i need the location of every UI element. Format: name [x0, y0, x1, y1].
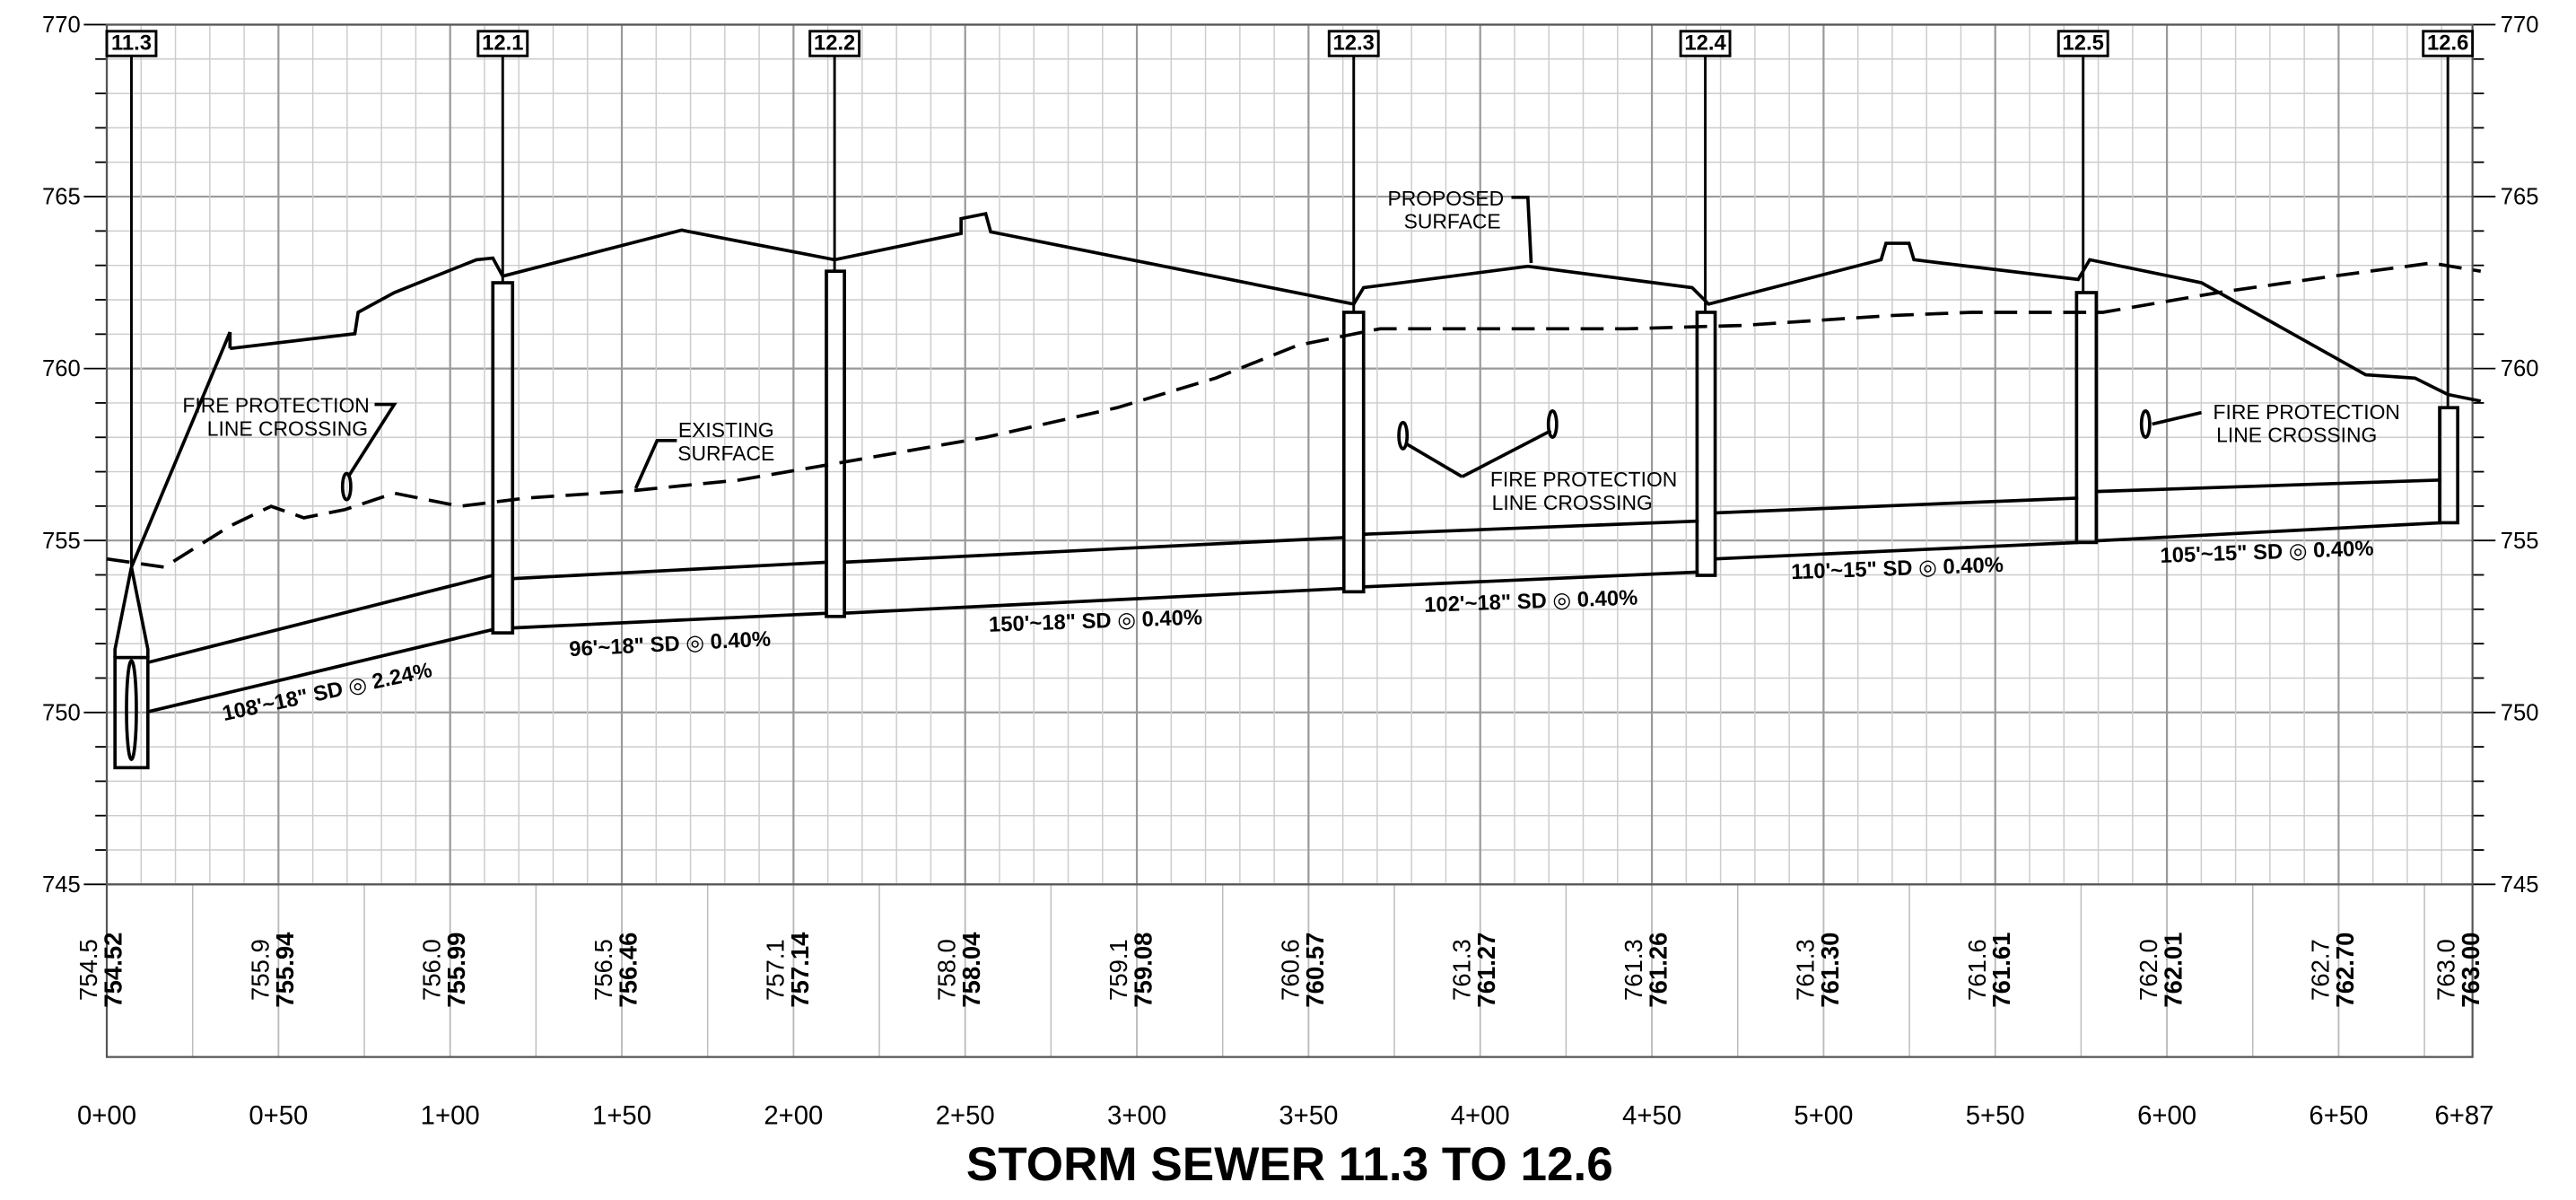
proposed-elevation: 755.99: [442, 933, 470, 1008]
existing-elevation: 761.3: [1620, 939, 1647, 1001]
existing-elevation: 756.5: [589, 939, 617, 1001]
structures: [113, 269, 2459, 770]
existing-elevation: 761.3: [1791, 939, 1819, 1001]
existing-surface: [106, 261, 2482, 569]
elevation-label: 745: [2501, 872, 2539, 898]
proposed-elevation: 754.52: [99, 933, 127, 1008]
station-label: 4+00: [1451, 1101, 1510, 1131]
existing-elevation: 760.6: [1276, 939, 1304, 1001]
structure-tag: [2422, 30, 2475, 57]
station-label: 4+50: [1622, 1101, 1681, 1131]
structure-label: 12.3: [1333, 31, 1375, 56]
station-label: 1+00: [421, 1101, 480, 1131]
annotation: SURFACE: [677, 442, 774, 465]
proposed-elevation: 762.70: [2331, 933, 2359, 1008]
existing-elevation: 759.1: [1105, 939, 1132, 1001]
pipe-label: 102'~18" SD ◎ 0.40%: [1424, 586, 1638, 618]
annotation: LINE CROSSING: [2216, 424, 2377, 447]
leaders: [129, 195, 2202, 568]
station-label: 3+00: [1107, 1101, 1166, 1131]
existing-elevation: 755.9: [246, 939, 274, 1001]
elevation-label: 765: [42, 185, 81, 210]
elevation-label: 770: [2501, 13, 2539, 38]
structure-label: 12.1: [482, 31, 523, 56]
structure-tag: [808, 30, 861, 57]
existing-elevation: 762.7: [2306, 939, 2334, 1001]
existing-elevation: 757.1: [761, 939, 789, 1001]
proposed-surface: [230, 211, 2482, 403]
structure-tag: [105, 30, 158, 57]
structure-tag: [2056, 30, 2109, 57]
existing-elevation: 758.0: [933, 939, 961, 1001]
station-label: 3+50: [1279, 1101, 1338, 1131]
elevation-label: 750: [2501, 700, 2539, 725]
pipes: [147, 477, 2441, 714]
elevation-label: 745: [42, 872, 81, 898]
annotation: LINE CROSSING: [207, 416, 368, 440]
structure-tag: [1327, 30, 1380, 57]
station-label: 0+00: [77, 1101, 136, 1131]
annotation: EXISTING: [678, 418, 774, 442]
proposed-elevation: 756.46: [615, 933, 642, 1008]
elevation-label: 755: [42, 529, 81, 554]
station-label: 2+50: [936, 1101, 995, 1131]
elevation-label: 755: [2501, 529, 2539, 554]
grid: [83, 23, 2496, 1057]
station-label: 6+50: [2309, 1101, 2368, 1131]
existing-elevation: 762.0: [2135, 939, 2162, 1001]
elevation-label: 765: [2501, 185, 2539, 210]
title: STORM SEWER 11.3 TO 12.6: [966, 1138, 1613, 1191]
pipe-label: 96'~18" SD ◎ 0.40%: [569, 626, 772, 661]
existing-elevation: 754.5: [74, 939, 102, 1001]
station-label: 0+50: [249, 1101, 308, 1131]
elevation-label: 760: [2501, 356, 2539, 381]
annotation: SURFACE: [1404, 210, 1501, 233]
proposed-elevation: 761.27: [1472, 933, 1500, 1008]
station-label: 5+50: [1966, 1101, 2025, 1131]
structure-tag: [476, 30, 529, 57]
station-label: 2+00: [764, 1101, 823, 1131]
existing-elevation: 756.0: [418, 939, 446, 1001]
structure-tag: [1679, 30, 1732, 57]
frame: [105, 23, 2474, 1058]
station-label: 5+00: [1794, 1101, 1853, 1131]
structure-label: 12.6: [2427, 31, 2468, 56]
proposed-elevation: 757.14: [786, 932, 814, 1008]
proposed-elevation: 760.57: [1301, 933, 1329, 1008]
existing-elevation: 763.0: [2432, 939, 2460, 1001]
annotation: FIRE PROTECTION: [182, 394, 369, 417]
proposed-elevation: 763.00: [2457, 933, 2484, 1008]
elevation-label: 750: [42, 700, 81, 725]
station-label: 1+50: [592, 1101, 651, 1131]
elevation-label: 760: [42, 356, 81, 381]
structure-label: 12.2: [814, 31, 855, 56]
annotation: LINE CROSSING: [1492, 491, 1653, 514]
station-label: 6+00: [2137, 1101, 2196, 1131]
proposed-elevation: 761.26: [1645, 933, 1672, 1008]
station-label: 6+87: [2434, 1101, 2493, 1131]
structure-label: 12.5: [2063, 31, 2104, 56]
proposed-elevation: 761.30: [1816, 933, 1844, 1008]
proposed-elevation: 755.94: [271, 932, 299, 1008]
proposed-elevation: 759.08: [1130, 933, 1157, 1008]
annotation: FIRE PROTECTION: [2214, 400, 2400, 424]
structure-label: 11.3: [111, 31, 152, 56]
proposed-elevation: 762.01: [2160, 933, 2187, 1008]
structure-label: 12.4: [1684, 31, 1726, 56]
elevation-label: 770: [42, 13, 81, 38]
annotation: FIRE PROTECTION: [1490, 468, 1677, 491]
existing-elevation: 761.6: [1963, 939, 1991, 1001]
proposed-elevation: 758.04: [957, 932, 985, 1008]
proposed-elevation: 761.61: [1987, 933, 2015, 1008]
existing-elevation: 761.3: [1448, 939, 1476, 1001]
annotation: PROPOSED: [1387, 187, 1504, 210]
